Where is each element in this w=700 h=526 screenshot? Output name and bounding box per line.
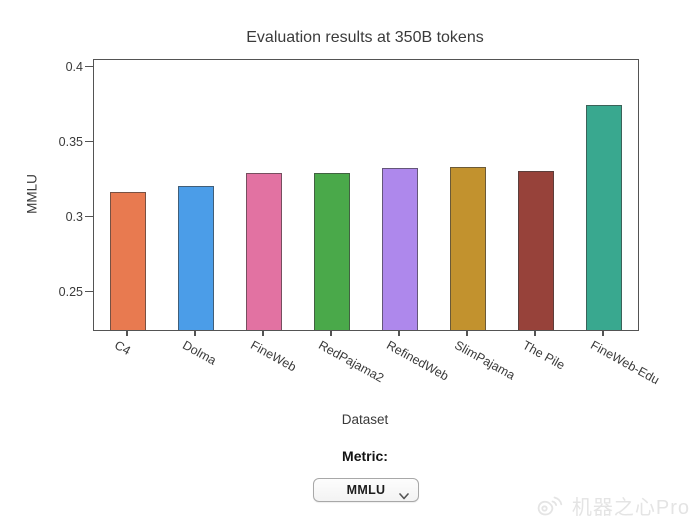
bar-fineweb: [246, 172, 282, 330]
x-tick-mark: [126, 330, 128, 336]
x-tick-label-refinedweb: RefinedWeb: [384, 338, 451, 384]
x-tick-label-the-pile: The Pile: [520, 338, 568, 373]
bar-dolma: [178, 186, 214, 330]
x-axis-title: Dataset: [341, 412, 389, 427]
x-tick-label-fineweb-edu: FineWeb-Edu: [588, 338, 662, 388]
x-tick-label-c4: C4: [112, 338, 133, 358]
metric-select[interactable]: MMLU: [313, 478, 419, 502]
y-tick-label: 0.25: [58, 284, 83, 299]
chevron-down-icon: [399, 487, 409, 505]
y-tick-label: 0.4: [65, 59, 83, 74]
bar-c4: [110, 192, 146, 330]
bar-refinedweb: [382, 168, 418, 330]
y-tick-label: 0.3: [65, 209, 83, 224]
synced-logo-icon: [537, 493, 567, 519]
y-tick-mark: [85, 215, 93, 218]
x-tick-mark: [466, 330, 468, 336]
x-tick-mark: [330, 330, 332, 336]
y-tick-mark: [85, 290, 93, 293]
watermark: 机器之心Pro: [537, 491, 690, 520]
watermark-text: 机器之心Pro: [571, 497, 690, 519]
x-tick-label-redpajama2: RedPajama2: [316, 338, 387, 386]
x-tick-mark: [602, 330, 604, 336]
y-tick-mark: [85, 140, 93, 143]
y-tick-mark: [85, 65, 93, 68]
x-tick-label-slimpajama: SlimPajama: [452, 338, 518, 383]
bar-slimpajama: [450, 166, 486, 330]
x-tick-mark: [534, 330, 536, 336]
x-tick-mark: [262, 330, 264, 336]
chart-title: Evaluation results at 350B tokens: [246, 29, 484, 46]
x-tick-label-dolma: Dolma: [180, 338, 219, 368]
bar-fineweb-edu: [586, 105, 622, 330]
metric-select-value: MMLU: [346, 483, 386, 497]
y-tick-label: 0.35: [58, 134, 83, 149]
metric-label: Metric:: [342, 448, 388, 464]
x-tick-mark: [194, 330, 196, 336]
x-tick-mark: [398, 330, 400, 336]
x-tick-label-fineweb: FineWeb: [248, 338, 299, 375]
bar-the-pile: [518, 171, 554, 330]
plot-area: [93, 59, 639, 331]
bar-redpajama2: [314, 172, 350, 330]
